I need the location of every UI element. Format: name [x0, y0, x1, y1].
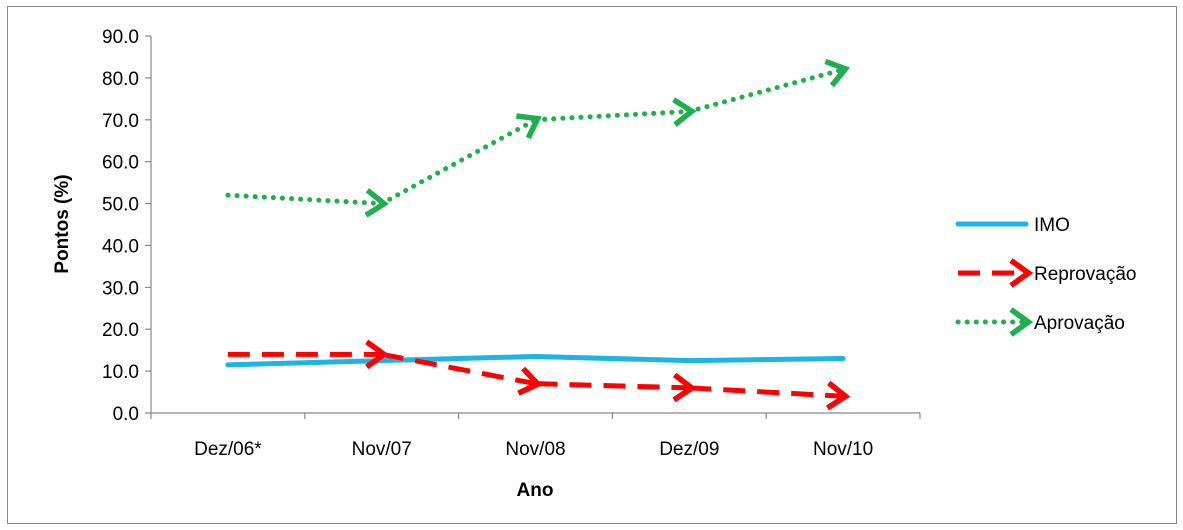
y-tick-label: 10.0: [102, 362, 139, 383]
y-tick-label: 40.0: [102, 236, 139, 257]
series-group: [225, 58, 851, 411]
legend-item: IMO: [955, 215, 1070, 236]
series-reprovacao: [227, 339, 851, 411]
x-ticks: Dez/06* Nov/07 Nov/08 Dez/09 Nov/10: [150, 413, 921, 460]
y-tick-label: 80.0: [102, 69, 139, 90]
y-axis-title: Pontos (%): [52, 174, 73, 273]
y-tick-label: 0.0: [113, 404, 139, 425]
line-segment: [225, 188, 389, 218]
line-segment: [533, 353, 692, 364]
x-tick-label: Dez/06*: [194, 439, 262, 460]
y-tick-label: 70.0: [102, 111, 139, 132]
line-segment: [686, 356, 846, 364]
legend-label: IMO: [1034, 215, 1070, 236]
series-imo: [225, 353, 846, 368]
x-tick-label: Nov/10: [813, 439, 873, 460]
line-segment: [533, 97, 697, 127]
y-ticks: 0.0 10.0 20.0 30.0 40.0 50.0 60.0 70.0 80.0 90.0: [102, 27, 151, 425]
legend-item: Aprovação: [955, 307, 1125, 337]
line-segment: [381, 351, 543, 396]
legend-label: Reprovação: [1034, 264, 1136, 285]
x-tick-label: Nov/08: [505, 439, 565, 460]
x-tick-label: Dez/09: [659, 439, 719, 460]
line-segment: [689, 380, 851, 411]
y-tick-label: 60.0: [102, 153, 139, 174]
line-segment: [225, 358, 385, 368]
line-segment: [686, 58, 851, 114]
y-tick-label: 30.0: [102, 278, 139, 299]
legend-label: Aprovação: [1034, 313, 1125, 334]
series-aprovacao: [225, 58, 851, 218]
legend: IMO Reprovação Aprovação: [955, 215, 1136, 337]
line-segment: [379, 113, 542, 207]
x-tick-label: Nov/07: [352, 439, 412, 460]
line-segment: [379, 353, 538, 364]
x-axis-title: Ano: [517, 480, 554, 501]
chart-frame: [7, 6, 1177, 524]
y-tick-label: 90.0: [102, 27, 139, 48]
legend-item: Reprovação: [958, 258, 1136, 288]
axes: [150, 36, 920, 414]
y-tick-label: 50.0: [102, 195, 139, 216]
y-tick-label: 20.0: [102, 320, 139, 341]
line-segment: [535, 372, 697, 403]
